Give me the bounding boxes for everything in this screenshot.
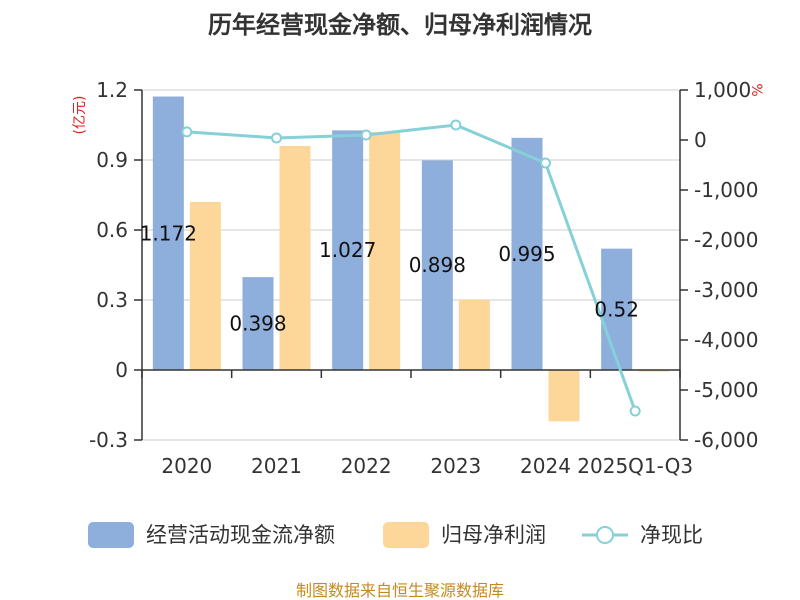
left-axis-tick-label: -0.3: [89, 428, 128, 452]
right-axis-tick-label: -4,000: [694, 328, 758, 352]
left-axis-tick-label: 0.3: [96, 288, 128, 312]
right-axis-unit: %: [748, 83, 764, 96]
ratio-point: [360, 129, 372, 141]
data-label-cash-flow: 0.898: [409, 253, 466, 277]
bar-net-profit: [458, 300, 490, 370]
bar-cash-flow: [421, 160, 453, 370]
bar-cash-flow: [511, 137, 543, 370]
category-label: 2021: [251, 454, 302, 478]
right-axis-tick-label: -6,000: [694, 428, 758, 452]
right-axis-tick-label: 0: [694, 128, 707, 152]
bar-net-profit: [189, 202, 221, 370]
tick-labels: 1.2 0.9 0.6 0.3 0 -0.3 1,000 0 -1,000 -2,000 -3,00…: [89, 78, 759, 478]
bar-cash-flow: [601, 248, 633, 370]
chart-title: 历年经营现金净额、归母净利润情况: [208, 11, 592, 39]
left-axis-tick-label: 0.6: [96, 218, 128, 242]
ratio-point: [181, 126, 193, 138]
bar-cash-flow: [152, 96, 184, 371]
data-label-cash-flow: 1.172: [140, 221, 197, 245]
legend-label-cash-flow: 经营活动现金流净额: [146, 523, 335, 547]
bar-net-profit: [369, 132, 401, 370]
bar-net-profit: [279, 146, 311, 370]
data-label-cash-flow: 0.52: [594, 297, 639, 321]
right-axis-tick-label: 1,000: [694, 78, 751, 102]
legend-label-ratio: 净现比: [640, 523, 703, 547]
ratio-point: [271, 132, 282, 144]
legend-swatch-cash-flow: [88, 522, 134, 548]
legend-marker-ratio: [596, 526, 614, 544]
bar-cash-flow: [332, 130, 364, 370]
data-label-cash-flow: 0.398: [229, 312, 286, 336]
bar-net-profit: [548, 370, 580, 422]
data-label-cash-flow: 1.027: [319, 238, 376, 262]
bar-cash-flow: [242, 277, 274, 370]
category-label: 2025Q1-Q3: [577, 454, 693, 478]
ratio-point: [450, 119, 462, 131]
category-label: 2022: [341, 454, 392, 478]
legend: 经营活动现金流净额 归母净利润 净现比: [88, 522, 703, 548]
right-axis-tick-label: -5,000: [694, 378, 758, 402]
data-label-cash-flow: 0.995: [498, 242, 555, 266]
category-label: 2020: [161, 454, 212, 478]
right-axis-tick-label: -1,000: [694, 178, 758, 202]
left-axis-unit: (亿元): [72, 96, 88, 135]
axes: [134, 89, 688, 441]
category-label: 2024: [520, 454, 571, 478]
legend-label-net-profit: 归母净利润: [441, 523, 546, 547]
ratio-point: [540, 157, 551, 169]
data-labels: 1.172 0.398 1.027 0.898 0.995 0.52: [140, 221, 639, 335]
left-axis-tick-label: 1.2: [96, 78, 128, 102]
category-label: 2023: [430, 454, 481, 478]
left-axis-tick-label: 0.9: [96, 148, 128, 172]
source-note: 制图数据来自恒生聚源数据库: [296, 581, 504, 600]
legend-swatch-net-profit: [383, 522, 429, 548]
ratio-line: [181, 119, 641, 417]
ratio-polyline: [186, 123, 637, 412]
left-axis-tick-label: 0: [115, 358, 128, 382]
bars: [152, 96, 670, 422]
right-axis-tick-label: -3,000: [694, 278, 758, 302]
ratio-point: [629, 405, 641, 417]
right-axis-tick-label: -2,000: [694, 228, 758, 252]
